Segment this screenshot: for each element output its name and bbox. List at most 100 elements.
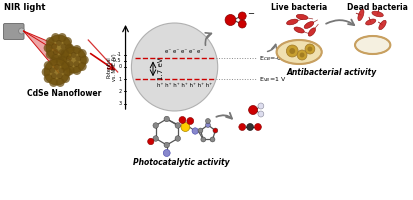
Ellipse shape [371, 11, 382, 17]
Circle shape [60, 49, 69, 58]
Circle shape [49, 78, 58, 87]
Circle shape [19, 28, 24, 34]
Circle shape [152, 123, 158, 128]
Circle shape [238, 20, 246, 28]
Circle shape [286, 45, 297, 57]
Circle shape [45, 50, 55, 59]
Circle shape [66, 55, 72, 61]
Text: Live bacteria: Live bacteria [271, 3, 326, 12]
Circle shape [44, 61, 52, 70]
Circle shape [43, 44, 52, 52]
Ellipse shape [378, 20, 385, 30]
Circle shape [289, 48, 294, 54]
Circle shape [205, 118, 210, 123]
Circle shape [307, 46, 312, 51]
Circle shape [61, 61, 70, 70]
Circle shape [78, 49, 86, 58]
Circle shape [42, 68, 50, 76]
Circle shape [58, 33, 66, 42]
Circle shape [304, 44, 314, 54]
Circle shape [44, 59, 69, 85]
Circle shape [51, 33, 60, 42]
Circle shape [209, 137, 214, 142]
Circle shape [46, 35, 71, 61]
Circle shape [147, 138, 154, 145]
Text: CdSe Nanoflower: CdSe Nanoflower [26, 89, 101, 98]
Text: −: − [247, 9, 254, 19]
Text: h⁺ h⁺ h⁺ h⁺ h⁺ h⁺ h⁺: h⁺ h⁺ h⁺ h⁺ h⁺ h⁺ h⁺ [157, 83, 211, 88]
Ellipse shape [365, 19, 375, 25]
Circle shape [164, 142, 169, 148]
Circle shape [72, 45, 81, 54]
Circle shape [225, 15, 235, 25]
Circle shape [178, 116, 185, 123]
Text: 2: 2 [118, 89, 121, 94]
Circle shape [75, 56, 81, 62]
Text: 1.7 eV: 1.7 eV [157, 58, 164, 80]
Text: 3: 3 [118, 101, 121, 106]
Text: 0: 0 [118, 64, 121, 70]
Circle shape [57, 73, 62, 79]
Circle shape [72, 66, 81, 75]
Circle shape [66, 45, 74, 54]
Ellipse shape [286, 19, 297, 25]
Ellipse shape [293, 27, 304, 33]
Text: Antibacterial activity: Antibacterial activity [286, 68, 376, 77]
Circle shape [51, 43, 57, 49]
Circle shape [58, 55, 67, 64]
Text: Dead bacteria: Dead bacteria [347, 3, 407, 12]
Circle shape [297, 50, 306, 60]
Circle shape [63, 50, 72, 59]
Text: e⁻ e⁻ e⁻ e⁻ e⁻: e⁻ e⁻ e⁻ e⁻ e⁻ [165, 49, 203, 54]
Circle shape [78, 62, 86, 71]
Text: NIR light: NIR light [4, 3, 45, 12]
Circle shape [131, 23, 217, 111]
Circle shape [65, 44, 74, 52]
Circle shape [67, 61, 74, 67]
Circle shape [238, 12, 246, 20]
FancyBboxPatch shape [3, 23, 24, 40]
Text: E$_{VB}$=1 V: E$_{VB}$=1 V [258, 75, 286, 84]
Circle shape [60, 62, 69, 71]
Circle shape [257, 103, 263, 109]
Circle shape [66, 66, 74, 75]
Circle shape [257, 111, 263, 117]
Circle shape [163, 150, 170, 156]
Circle shape [58, 54, 66, 63]
Circle shape [54, 64, 60, 70]
Text: Potential
vs. NHE (V): Potential vs. NHE (V) [106, 53, 117, 81]
Circle shape [248, 106, 257, 114]
Ellipse shape [276, 40, 321, 64]
Circle shape [80, 55, 88, 64]
Circle shape [205, 122, 210, 128]
Circle shape [63, 37, 72, 46]
Circle shape [152, 136, 158, 141]
Circle shape [60, 44, 66, 50]
Circle shape [175, 123, 180, 128]
Circle shape [164, 116, 169, 122]
Ellipse shape [354, 36, 389, 54]
Circle shape [59, 68, 64, 74]
Circle shape [49, 67, 55, 73]
Circle shape [51, 54, 60, 63]
Circle shape [56, 78, 64, 87]
Circle shape [73, 61, 79, 67]
Text: -0.5: -0.5 [112, 58, 121, 63]
Circle shape [49, 57, 58, 66]
Circle shape [44, 74, 52, 83]
Circle shape [175, 136, 180, 141]
Circle shape [254, 123, 261, 130]
Circle shape [238, 123, 245, 130]
Circle shape [45, 37, 55, 46]
Circle shape [51, 73, 57, 79]
Circle shape [212, 128, 217, 133]
Ellipse shape [357, 9, 363, 21]
Text: E$_{CB}$=-0.7 V: E$_{CB}$=-0.7 V [258, 54, 294, 63]
Ellipse shape [296, 14, 307, 20]
Ellipse shape [304, 21, 313, 29]
Circle shape [200, 137, 205, 142]
Circle shape [197, 128, 202, 133]
Polygon shape [24, 31, 59, 73]
Ellipse shape [307, 28, 315, 36]
Circle shape [59, 49, 64, 55]
